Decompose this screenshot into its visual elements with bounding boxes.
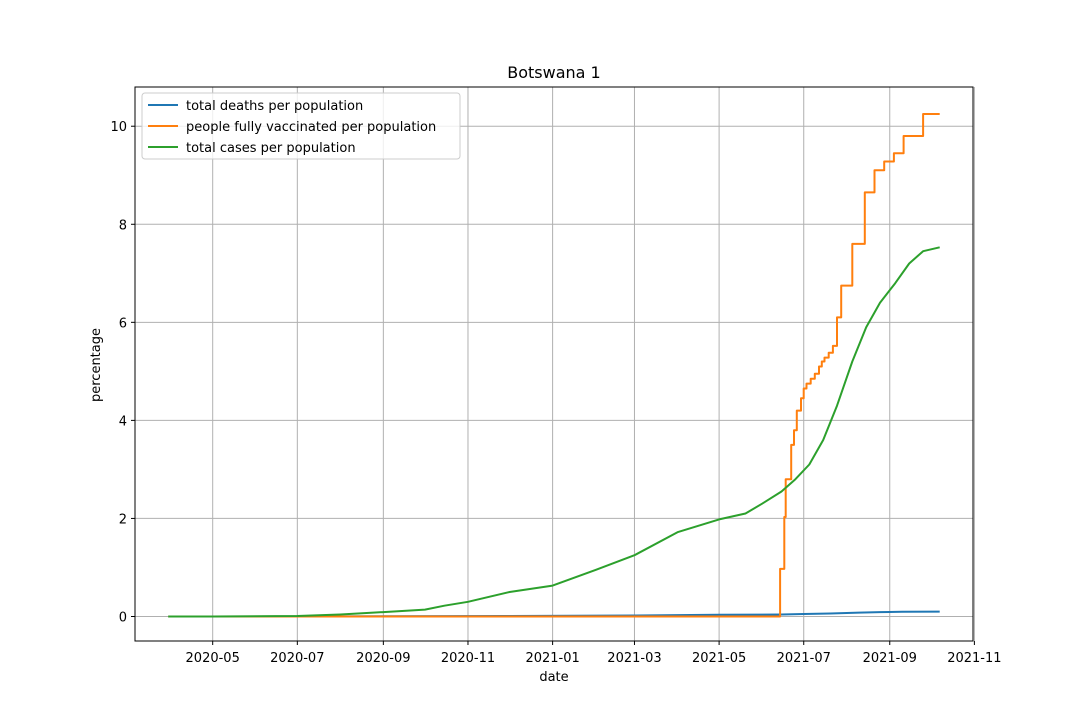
x-tick-label: 2021-05: [692, 651, 746, 666]
x-tick-label: 2020-11: [441, 651, 495, 666]
x-tick-label: 2021-01: [525, 651, 579, 666]
y-tick-label: 6: [119, 316, 127, 331]
legend-box: [141, 92, 461, 160]
x-axis-label: date: [539, 670, 568, 685]
y-tick-label: 0: [119, 610, 127, 625]
y-tick-label: 8: [119, 218, 127, 233]
x-tick-label: 2021-11: [947, 651, 1001, 666]
y-tick-label: 2: [119, 512, 127, 527]
series-group: [168, 113, 940, 618]
y-tick-label: 4: [119, 414, 127, 429]
plot-frame: [134, 86, 974, 642]
x-tick-label: 2021-07: [777, 651, 831, 666]
y-tick-label: 10: [110, 120, 127, 135]
legend-label-cases: total cases per population: [186, 141, 356, 156]
series-line-cases: [168, 246, 940, 618]
legend: total deaths per population people fully…: [141, 92, 461, 160]
x-tick-label: 2021-09: [863, 651, 917, 666]
x-tick-label: 2020-07: [270, 651, 324, 666]
y-axis-label: percentage: [89, 328, 104, 402]
grid: [135, 87, 975, 641]
y-axis: 0 2 4 6 8 10: [110, 120, 135, 625]
legend-label-vaccinated: people fully vaccinated per population: [186, 120, 436, 135]
series-line-vaccinated: [168, 113, 940, 618]
chart-title: Botswana 1: [507, 63, 600, 82]
legend-label-deaths: total deaths per population: [186, 99, 363, 114]
x-axis: 2020-05 2020-07 2020-09 2020-11 2021-01 2021-…: [186, 641, 1002, 666]
x-tick-label: 2021-03: [607, 651, 661, 666]
x-tick-label: 2020-09: [356, 651, 410, 666]
x-tick-label: 2020-05: [186, 651, 240, 666]
